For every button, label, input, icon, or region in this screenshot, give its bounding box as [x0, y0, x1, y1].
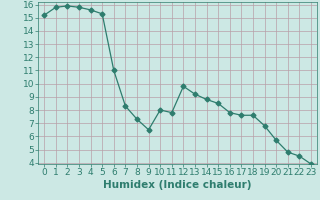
- X-axis label: Humidex (Indice chaleur): Humidex (Indice chaleur): [103, 180, 252, 190]
